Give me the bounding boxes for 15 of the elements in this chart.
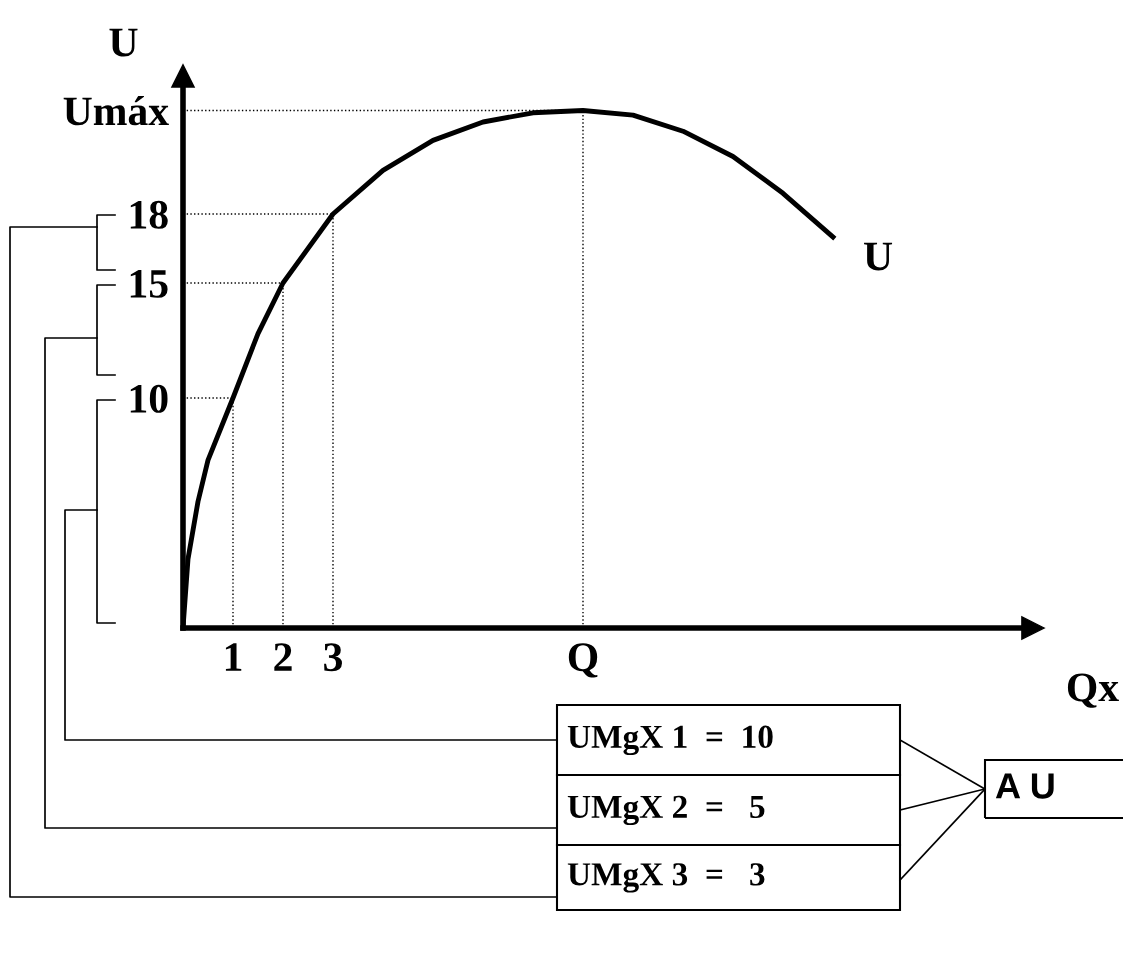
x-tick-label: Q xyxy=(568,643,598,678)
y-tick-label: 18 xyxy=(130,200,168,229)
y-axis-title: U xyxy=(109,28,138,57)
x-tick-label: 2 xyxy=(274,643,292,671)
text: UMgX 3 = 3 xyxy=(567,863,765,893)
x-tick-label: 3 xyxy=(324,643,342,672)
x-axis-title: Qx xyxy=(1067,673,1119,708)
text: UMgX 2 = 5 xyxy=(567,795,765,826)
y-tick-label: 15 xyxy=(130,269,168,298)
text: UMgX 1 = 10 xyxy=(567,725,773,756)
series-label: U xyxy=(864,242,893,271)
x-tick-label: 1 xyxy=(225,643,242,671)
text: A U xyxy=(995,773,1054,799)
y-tick-label: Umáx xyxy=(63,96,169,126)
y-tick-label: 10 xyxy=(130,384,168,413)
